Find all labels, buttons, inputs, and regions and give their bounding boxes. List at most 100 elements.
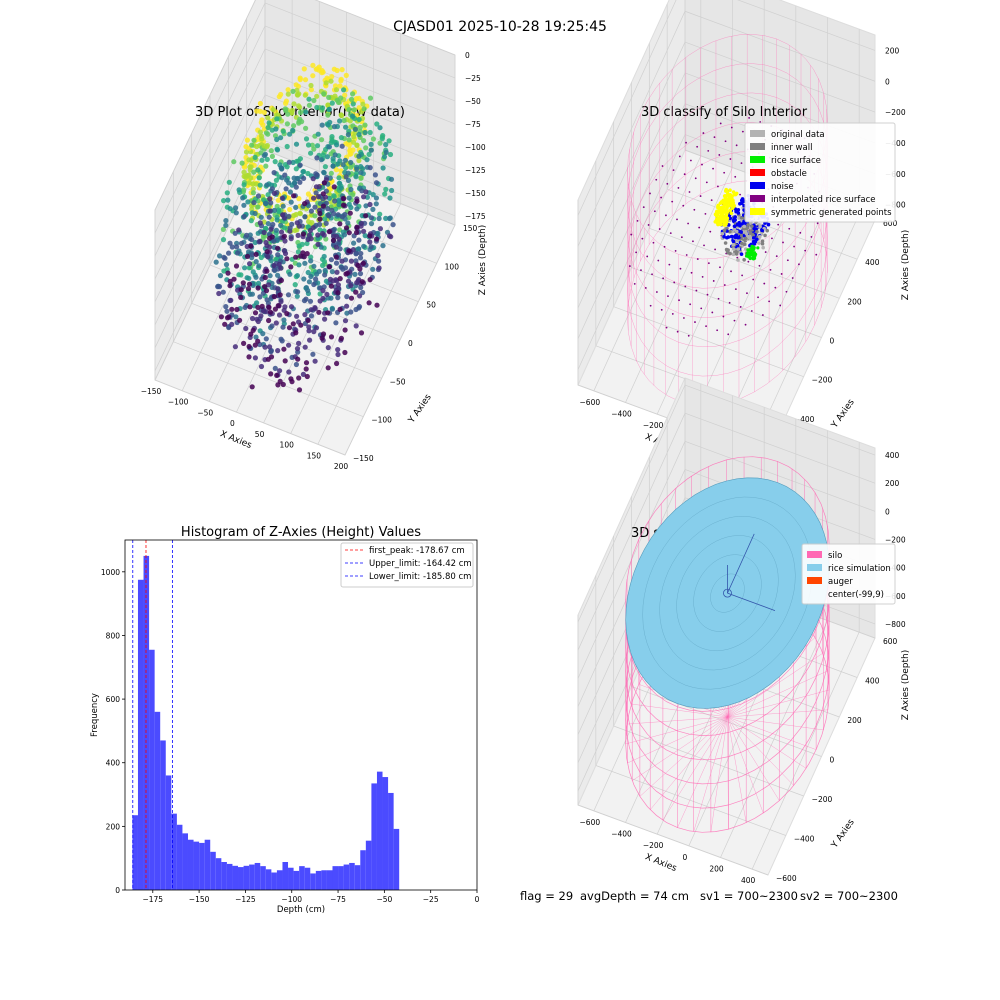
auger [723, 533, 776, 611]
data-point [252, 210, 258, 217]
interpolated-point [729, 158, 732, 160]
interpolated-point [752, 278, 755, 281]
data-point [319, 335, 325, 341]
histogram-bar [165, 775, 172, 890]
data-point [348, 186, 354, 193]
histogram-bar [176, 824, 183, 890]
data-point [290, 159, 296, 166]
data-point [255, 304, 261, 310]
y-tick-label: 400 [865, 677, 880, 686]
data-point [271, 238, 277, 244]
interpolated-point [700, 307, 703, 310]
data-point [390, 222, 396, 228]
data-point [351, 240, 357, 246]
data-point [278, 135, 284, 141]
legend-swatch [807, 564, 822, 571]
data-point [232, 230, 238, 236]
data-point [231, 276, 237, 282]
interpolated-point [785, 290, 788, 293]
data-point [248, 157, 254, 163]
y-tick-label: 800 [106, 631, 121, 640]
data-point [270, 221, 276, 228]
data-point [240, 195, 246, 201]
data-point [358, 284, 364, 291]
interpolated-point [799, 231, 802, 234]
x-tick-label: 0 [682, 853, 687, 862]
data-point [307, 337, 313, 343]
data-point [256, 175, 262, 181]
interpolated-point [671, 313, 674, 315]
data-point [217, 253, 223, 259]
interpolated-point [728, 301, 731, 304]
data-point [351, 134, 357, 140]
data-point [362, 129, 368, 136]
y-tick-label: 400 [106, 759, 121, 768]
silo-floor-spoke [639, 716, 728, 797]
z-grid-line [577, 0, 876, 216]
data-point [259, 157, 265, 163]
data-point [297, 109, 304, 116]
data-point [267, 309, 273, 315]
data-point [297, 162, 303, 168]
interpolated-point [630, 233, 633, 236]
interpolated-point [683, 317, 685, 319]
histogram-bar [182, 833, 188, 890]
symmetric-point [725, 190, 730, 195]
data-point [290, 321, 296, 327]
interpolated-point [667, 295, 669, 298]
avg-depth-readout: avgDepth = 74 cm [580, 889, 689, 903]
data-point [220, 289, 226, 295]
classified-point [755, 229, 759, 234]
interpolated-point [649, 192, 651, 195]
data-point [356, 153, 362, 159]
data-point [354, 229, 360, 236]
data-point [380, 243, 386, 249]
legend-swatch [750, 208, 765, 215]
data-point [333, 320, 339, 326]
data-point [264, 156, 270, 162]
chart-title: 3D classify of Silo Interior [641, 105, 808, 120]
data-point [241, 182, 247, 188]
data-point [250, 190, 256, 196]
z-grid-line [577, 10, 876, 247]
data-point [353, 250, 359, 256]
data-point [277, 378, 283, 384]
y-tick-label: 600 [883, 637, 898, 646]
symmetric-point [728, 208, 733, 213]
data-point [282, 304, 288, 310]
data-point [356, 105, 362, 111]
data-point [246, 249, 252, 255]
interpolated-point [704, 212, 707, 215]
z-tick-label: −25 [465, 74, 481, 83]
data-point [293, 166, 299, 172]
data-point [338, 95, 344, 101]
data-point [317, 221, 323, 227]
data-point [306, 328, 312, 334]
data-point [370, 136, 376, 142]
data-point [294, 313, 300, 319]
data-point [338, 135, 344, 141]
data-point [386, 138, 392, 144]
classified-point [731, 252, 736, 257]
data-point [320, 203, 326, 209]
data-point [335, 290, 341, 296]
data-point [244, 137, 250, 143]
data-point [354, 166, 360, 172]
data-point [300, 169, 306, 175]
data-point [294, 293, 300, 299]
data-point [260, 308, 267, 314]
data-point [278, 299, 284, 305]
data-point [360, 101, 366, 107]
histogram-bar [199, 842, 205, 890]
classified-point [728, 251, 732, 256]
data-point [323, 220, 329, 226]
interpolated-point [692, 240, 694, 243]
data-point [276, 94, 282, 100]
data-point [294, 273, 300, 279]
symmetric-point [721, 216, 726, 220]
data-point [360, 260, 366, 266]
data-point [274, 116, 280, 122]
data-point [356, 131, 362, 138]
data-point [253, 251, 259, 257]
histogram-bar [288, 867, 294, 890]
